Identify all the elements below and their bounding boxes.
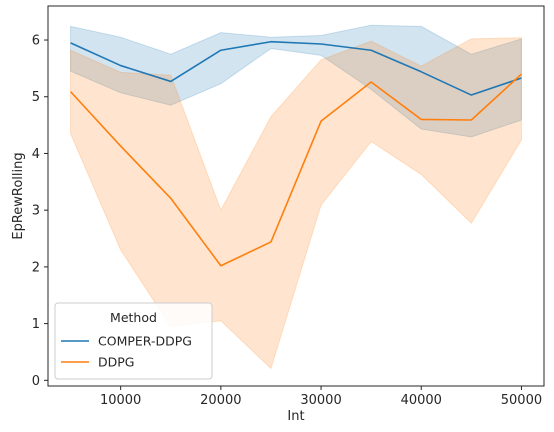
series-lines bbox=[69, 40, 522, 267]
legend: Method COMPER-DDPG DDPG bbox=[54, 302, 213, 380]
x-tick-label: 40000 bbox=[401, 393, 442, 408]
y-tick-label: 1 bbox=[32, 317, 40, 332]
y-tick-label: 2 bbox=[32, 260, 40, 275]
y-axis: 0 1 2 3 4 5 6 bbox=[32, 34, 48, 389]
y-tick-label: 5 bbox=[32, 90, 40, 105]
legend-box bbox=[54, 302, 213, 380]
x-tick-label: 10000 bbox=[100, 393, 141, 408]
y-tick-label: 6 bbox=[32, 34, 40, 49]
y-axis-label: EpRewRolling bbox=[11, 152, 26, 239]
x-tick-label: 20000 bbox=[200, 393, 241, 408]
x-axis: 10000 20000 30000 40000 50000 bbox=[100, 386, 542, 408]
x-tick-label: 30000 bbox=[300, 393, 341, 408]
legend-label-comper-ddpg: COMPER-DDPG bbox=[98, 334, 192, 349]
y-tick-label: 4 bbox=[32, 147, 40, 162]
line-ddpg bbox=[69, 73, 522, 267]
y-tick-label: 3 bbox=[32, 204, 40, 219]
y-tick-label: 0 bbox=[32, 374, 40, 389]
x-tick-label: 50000 bbox=[501, 393, 542, 408]
legend-label-ddpg: DDPG bbox=[98, 355, 134, 370]
line-comper-ddpg bbox=[70, 40, 522, 96]
x-axis-label: Int bbox=[287, 409, 304, 424]
plot-frame bbox=[47, 5, 545, 387]
legend-title: Method bbox=[110, 310, 157, 325]
